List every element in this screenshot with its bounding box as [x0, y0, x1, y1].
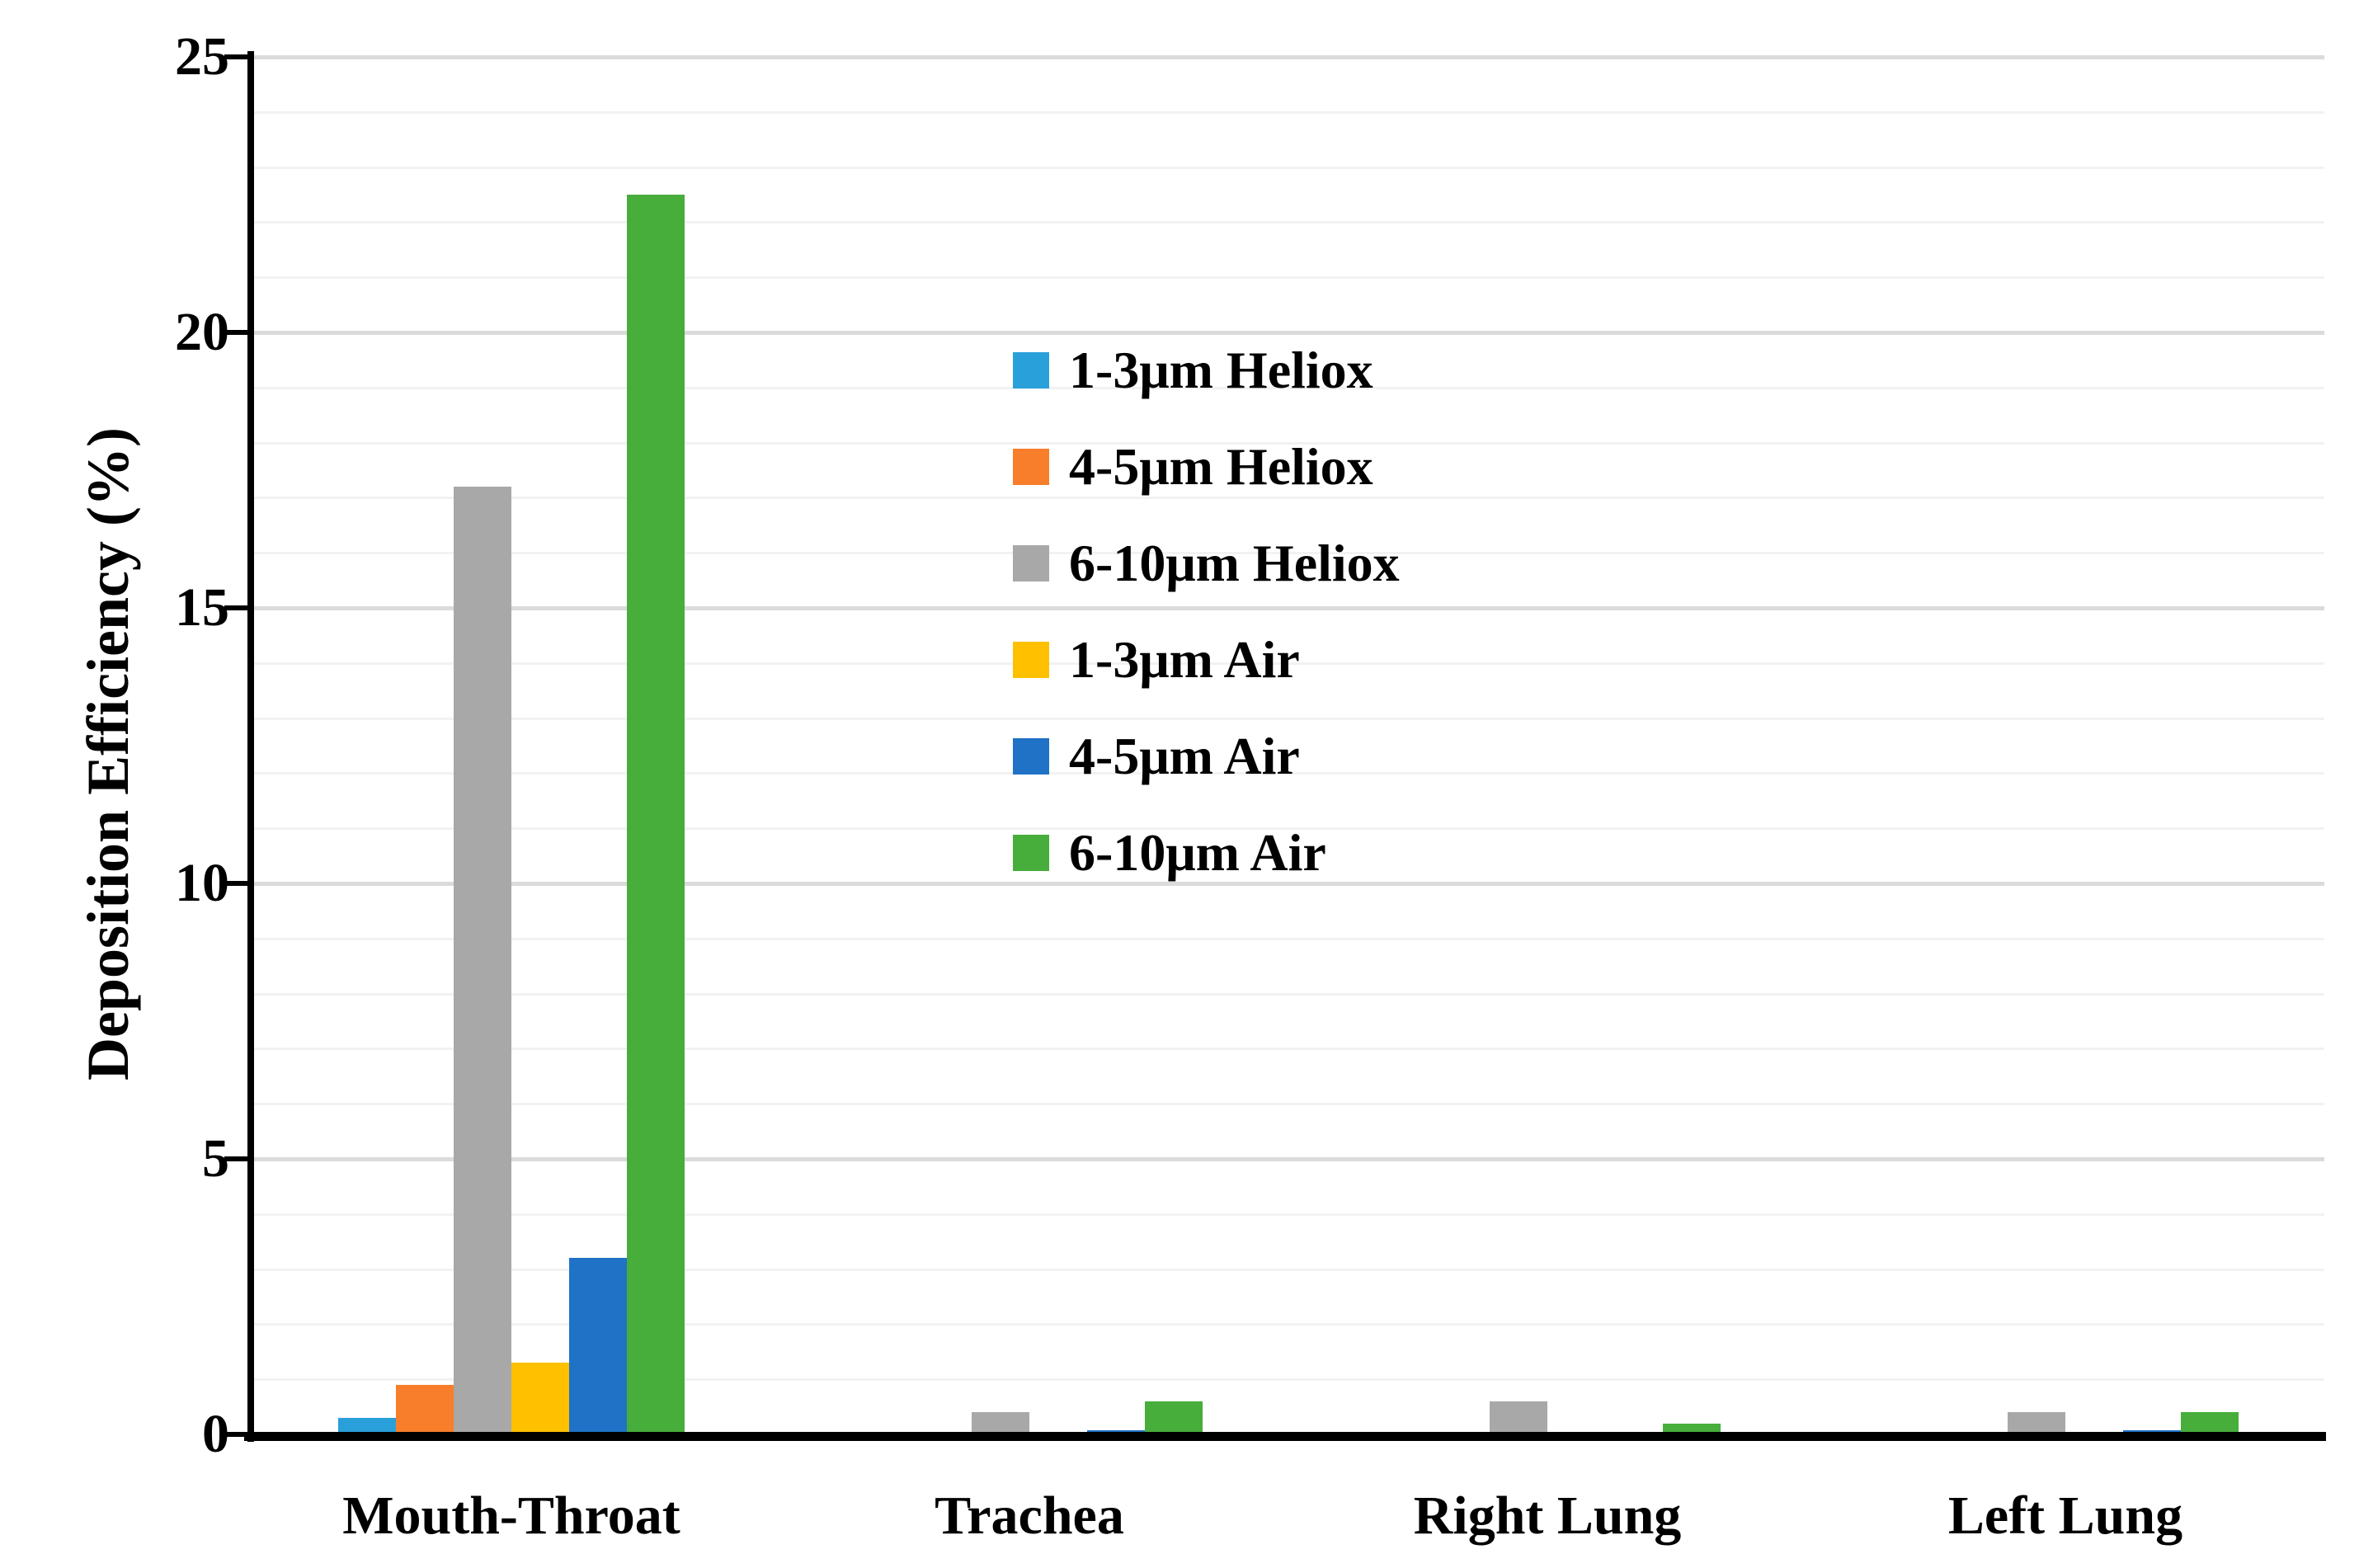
gridline-minor	[254, 1103, 2324, 1106]
gridline-minor	[254, 221, 2324, 224]
x-category-label-right-lung: Right Lung	[1413, 1486, 1682, 1546]
bar-1-3-m-heliox-mouth-throat	[338, 1418, 396, 1434]
bar-6-10-m-air-left-lung	[2181, 1412, 2239, 1434]
bar-6-10-m-heliox-right-lung	[1490, 1401, 1547, 1434]
gridline-major	[254, 55, 2324, 59]
legend-item-4-5-m-air: 4-5μm Air	[1013, 727, 1400, 785]
y-axis-tick	[224, 1432, 247, 1437]
gridline-minor	[254, 717, 2324, 720]
legend-swatch-4-5-m-heliox	[1013, 449, 1049, 485]
gridline-minor	[254, 386, 2324, 389]
y-axis-tick	[224, 54, 247, 59]
gridline-major	[254, 1157, 2324, 1161]
legend-label-6-10-m-heliox: 6-10μm Heliox	[1069, 534, 1400, 592]
gridline-minor	[254, 497, 2324, 500]
bar-4-5-m-heliox-mouth-throat	[396, 1385, 454, 1434]
legend-swatch-4-5-m-air	[1013, 738, 1049, 775]
gridline-minor	[254, 992, 2324, 996]
y-axis-tick	[224, 881, 247, 886]
gridline-major	[254, 331, 2324, 335]
gridline-minor	[254, 1212, 2324, 1216]
bar-6-10-m-air-right-lung	[1663, 1424, 1721, 1434]
gridline-minor	[254, 827, 2324, 831]
x-axis-line	[244, 1432, 2326, 1441]
legend-label-4-5-m-heliox: 4-5μm Heliox	[1069, 437, 1373, 496]
gridline-minor	[254, 111, 2324, 114]
legend-item-4-5-m-heliox: 4-5μm Heliox	[1013, 438, 1400, 496]
bar-6-10-m-air-trachea	[1145, 1401, 1203, 1434]
bar-4-5-m-air-mouth-throat	[569, 1258, 627, 1434]
gridline-minor	[254, 937, 2324, 940]
y-tick-label-10: 10	[175, 853, 229, 913]
legend-label-1-3-m-heliox: 1-3μm Heliox	[1069, 341, 1373, 399]
y-axis-title: Deposition Efficiency (%)	[75, 427, 141, 1081]
bar-6-10-m-heliox-trachea	[972, 1412, 1029, 1434]
bar-6-10-m-heliox-mouth-throat	[454, 487, 511, 1434]
gridline-minor	[254, 1378, 2324, 1382]
gridline-minor	[254, 1323, 2324, 1326]
gridline-minor	[254, 276, 2324, 280]
y-axis-line	[247, 51, 254, 1442]
y-tick-label-15: 15	[175, 577, 229, 638]
legend: 1-3μm Heliox 4-5μm Heliox 6-10μm Heliox 1-3…	[1013, 341, 1400, 921]
gridline-minor	[254, 552, 2324, 555]
y-axis-tick	[224, 605, 247, 610]
bar-6-10-m-air-mouth-throat	[627, 195, 685, 1434]
legend-item-6-10-m-heliox: 6-10μm Heliox	[1013, 534, 1400, 592]
x-category-label-trachea: Trachea	[935, 1486, 1124, 1546]
gridline-minor	[254, 1268, 2324, 1271]
x-category-label-left-lung: Left Lung	[1947, 1486, 2183, 1546]
gridline-minor	[254, 1048, 2324, 1051]
legend-swatch-1-3-m-heliox	[1013, 352, 1049, 388]
y-tick-label-25: 25	[175, 26, 229, 87]
y-tick-label-0: 0	[202, 1404, 229, 1464]
gridline-minor	[254, 166, 2324, 169]
gridline-minor	[254, 772, 2324, 775]
gridline-minor	[254, 441, 2324, 445]
y-tick-label-20: 20	[175, 302, 229, 362]
legend-swatch-6-10-m-air	[1013, 835, 1049, 871]
bar-1-3-m-air-mouth-throat	[511, 1363, 569, 1434]
gridline-major	[254, 882, 2324, 886]
gridline-minor	[254, 662, 2324, 665]
gridline-major	[254, 606, 2324, 610]
y-axis-tick	[224, 330, 247, 335]
x-category-label-mouth-throat: Mouth-Throat	[342, 1486, 680, 1546]
legend-label-1-3-m-air: 1-3μm Air	[1069, 630, 1300, 689]
legend-label-4-5-m-air: 4-5μm Air	[1069, 727, 1300, 785]
legend-item-1-3-m-heliox: 1-3μm Heliox	[1013, 341, 1400, 399]
legend-swatch-6-10-m-heliox	[1013, 545, 1049, 582]
legend-swatch-1-3-m-air	[1013, 642, 1049, 678]
legend-item-6-10-m-air: 6-10μm Air	[1013, 824, 1400, 882]
legend-item-1-3-m-air: 1-3μm Air	[1013, 631, 1400, 689]
legend-label-6-10-m-air: 6-10μm Air	[1069, 823, 1326, 882]
y-axis-tick	[224, 1156, 247, 1161]
bar-6-10-m-heliox-left-lung	[2008, 1412, 2065, 1434]
